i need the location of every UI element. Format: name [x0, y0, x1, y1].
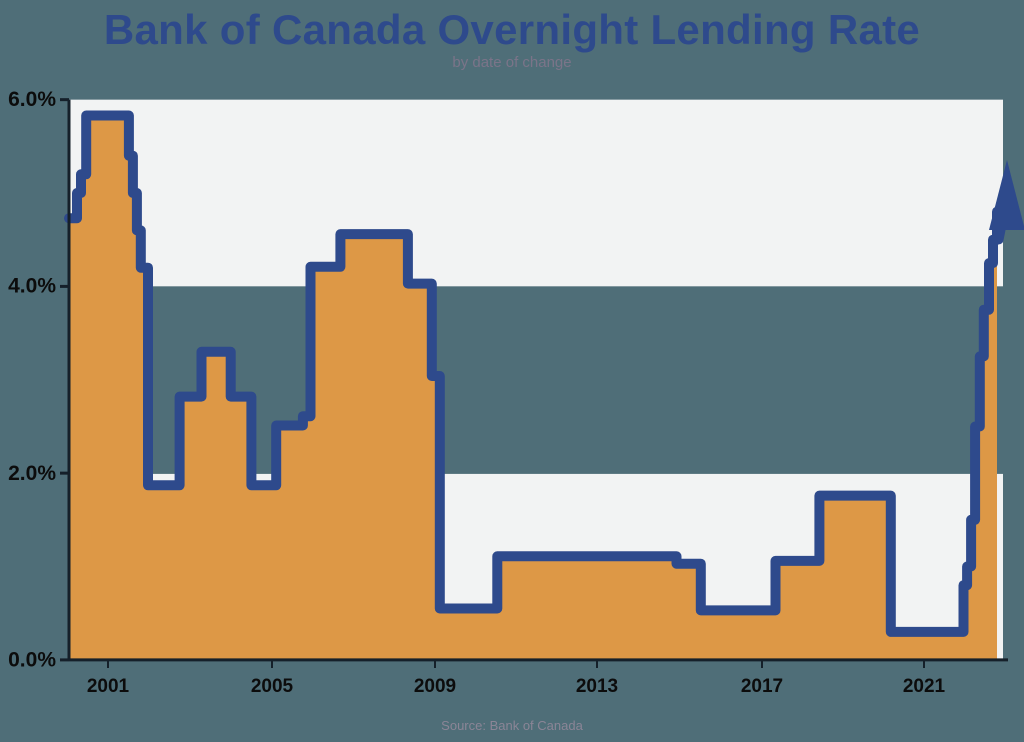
svg-text:4.0%: 4.0%	[8, 274, 56, 297]
svg-text:2021: 2021	[903, 676, 946, 697]
svg-text:2001: 2001	[87, 676, 130, 697]
svg-text:0.0%: 0.0%	[8, 648, 56, 671]
svg-text:2009: 2009	[414, 676, 456, 697]
svg-text:2017: 2017	[741, 676, 783, 697]
svg-text:2.0%: 2.0%	[8, 462, 56, 485]
svg-text:2013: 2013	[576, 676, 618, 697]
svg-text:6.0%: 6.0%	[8, 88, 56, 111]
svg-text:2005: 2005	[251, 676, 294, 697]
